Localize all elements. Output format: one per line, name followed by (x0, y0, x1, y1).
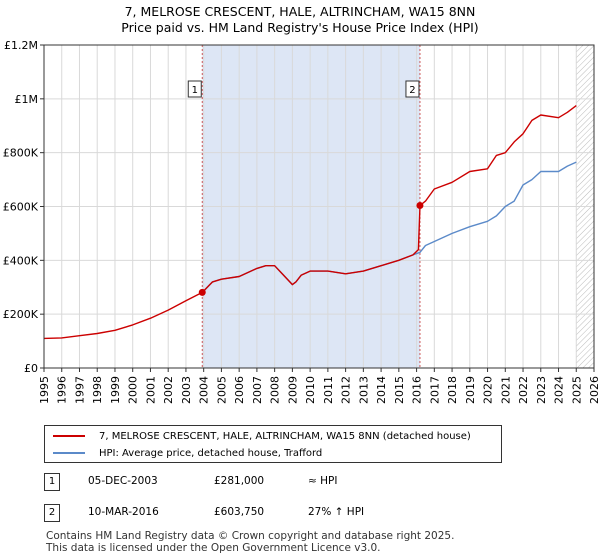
chart-title: 7, MELROSE CRESCENT, HALE, ALTRINCHAM, W… (124, 4, 476, 19)
transaction-date: 10-MAR-2016 (88, 506, 159, 518)
x-tick-label: 2017 (428, 376, 441, 404)
footer-licence: This data is licensed under the Open Gov… (46, 542, 381, 554)
x-tick-label: 1996 (56, 376, 69, 404)
sale-marker-label: 1 (192, 85, 198, 96)
x-tick-label: 2014 (375, 376, 388, 404)
x-tick-label: 2025 (570, 376, 583, 404)
x-tick-label: 2013 (357, 376, 370, 404)
x-tick-label: 2010 (304, 376, 317, 404)
legend-swatch-price (53, 435, 85, 437)
x-tick-label: 1998 (91, 376, 104, 404)
x-tick-label: 2024 (553, 376, 566, 404)
transaction-number: 2 (44, 504, 60, 522)
x-tick-label: 2015 (393, 376, 406, 404)
series-line-price (43, 105, 577, 340)
x-tick-label: 2003 (180, 376, 193, 404)
transaction-number: 1 (44, 473, 60, 491)
x-tick-label: 2002 (162, 376, 175, 404)
x-tick-label: 1995 (38, 376, 51, 404)
x-tick-label: 2021 (499, 376, 512, 404)
chart-subtitle: Price paid vs. HM Land Registry's House … (121, 20, 479, 35)
sale-point (416, 201, 424, 209)
legend-item-hpi: HPI: Average price, detached house, Traf… (53, 445, 322, 461)
y-tick-label: £400K (3, 254, 39, 267)
transaction-date: 05-DEC-2003 (88, 475, 158, 487)
transaction-hpi-relation: 27% ↑ HPI (308, 506, 365, 518)
plot-border (43, 44, 595, 369)
x-tick-label: 2020 (482, 376, 495, 404)
x-tick-label: 2016 (411, 376, 424, 404)
x-tick-label: 2007 (251, 376, 264, 404)
transaction-price: £281,000 (214, 475, 265, 487)
sale-marker-box (405, 80, 420, 98)
x-tick-label: 2023 (535, 376, 548, 404)
x-tick-label: 2022 (517, 376, 530, 404)
x-axis: 1995 1996 1997 1998 1999 2000 2001 2002 2003 2004… (38, 368, 600, 404)
y-tick-label: £800K (3, 147, 39, 160)
sale-point (198, 288, 206, 296)
y-tick-label: £200K (3, 308, 39, 321)
legend-swatch-hpi (53, 452, 85, 454)
x-tick-label: 2004 (198, 376, 211, 404)
x-tick-label: 2009 (286, 376, 299, 404)
y-tick-label: £1M (15, 93, 39, 106)
x-tick-label: 2019 (464, 376, 477, 404)
x-tick-label: 1999 (109, 376, 122, 404)
x-tick-label: 2005 (215, 376, 228, 404)
x-tick-label: 2012 (340, 376, 353, 404)
legend-label-price: 7, MELROSE CRESCENT, HALE, ALTRINCHAM, W… (99, 430, 471, 442)
y-tick-label: £600K (3, 201, 39, 214)
x-tick-label: 2001 (144, 376, 157, 404)
x-tick-label: 2011 (322, 376, 335, 404)
legend: 7, MELROSE CRESCENT, HALE, ALTRINCHAM, W… (44, 425, 502, 463)
x-tick-label: 2018 (446, 376, 459, 404)
transaction-price: £603,750 (214, 506, 265, 518)
y-axis: £0 £200K £400K £600K £800K £1M £1.2M (3, 39, 44, 375)
footer-copyright: Contains HM Land Registry data © Crown c… (46, 530, 455, 542)
x-tick-label: 2026 (588, 376, 600, 404)
y-tick-label: £0 (24, 362, 38, 375)
legend-label-hpi: HPI: Average price, detached house, Traf… (99, 447, 323, 459)
y-tick-label: £1.2M (4, 39, 38, 52)
transaction-hpi-relation: ≈ HPI (308, 475, 338, 487)
x-tick-label: 2000 (127, 376, 140, 404)
series (43, 105, 577, 340)
x-tick-label: 2006 (233, 376, 246, 404)
legend-item-price: 7, MELROSE CRESCENT, HALE, ALTRINCHAM, W… (53, 428, 471, 444)
sale-marker-label: 2 (409, 85, 415, 96)
sale-marker-box (187, 80, 202, 98)
x-tick-label: 2008 (269, 376, 282, 404)
x-tick-label: 1997 (73, 376, 86, 404)
